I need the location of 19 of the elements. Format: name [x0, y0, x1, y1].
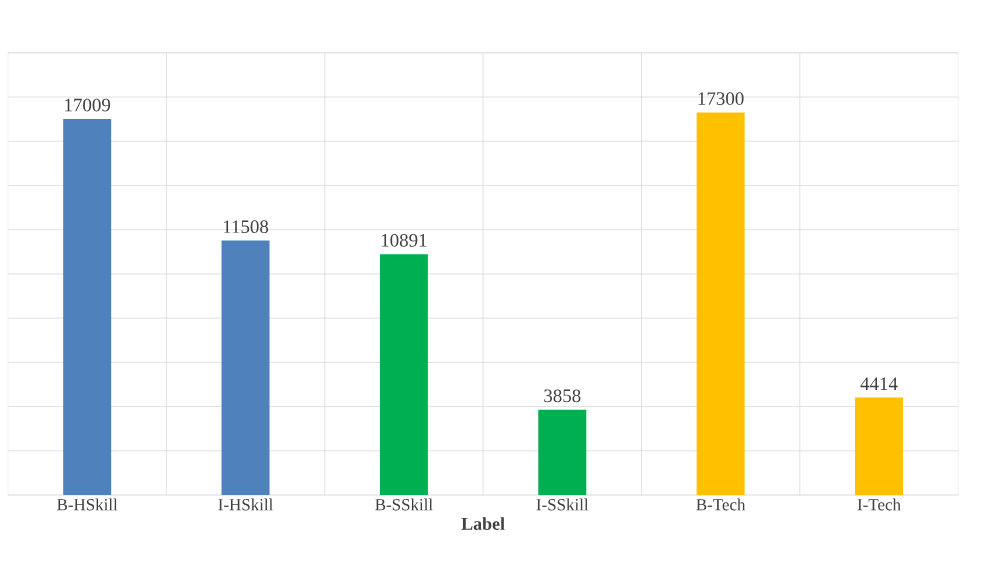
data-label: 17009: [65, 98, 111, 112]
x-tick-label: I-HSkill: [218, 498, 273, 511]
bar: [63, 118, 112, 495]
x-tick-label: B-Tech: [696, 498, 746, 511]
data-label: 4414: [860, 377, 898, 390]
data-label: 10891: [381, 233, 427, 247]
x-tick-label: B-SSkill: [375, 498, 433, 511]
data-label: 17300: [698, 92, 744, 105]
data-label: 11508: [223, 220, 269, 234]
x-axis-title: Label: [461, 517, 505, 530]
x-tick-label: B-HSkill: [57, 498, 118, 511]
x-tick-label: I-SSkill: [536, 498, 589, 511]
bar: [221, 240, 270, 495]
bar: [854, 397, 903, 495]
bar: [538, 409, 587, 495]
bar: [696, 112, 745, 495]
data-label: 3858: [544, 389, 581, 403]
x-tick-label: I-Tech: [857, 498, 901, 511]
bar: [379, 254, 428, 495]
